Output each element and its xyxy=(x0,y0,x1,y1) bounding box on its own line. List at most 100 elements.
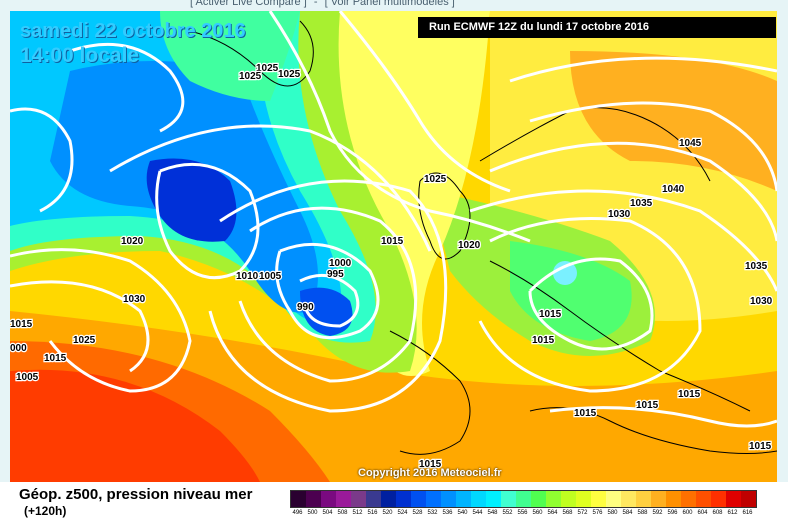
weather-map: 1025 1025 1025 1025 1020 1030 1010 1005 … xyxy=(10,11,777,482)
scale-tick: 580 xyxy=(607,510,618,516)
isobar-north xyxy=(509,56,777,83)
scale-tick: 596 xyxy=(667,510,678,516)
isobar-1005 xyxy=(238,206,418,383)
red-zone xyxy=(10,369,260,482)
forecast-date: samedi 22 octobre 2016 xyxy=(20,20,246,42)
scale-tick: 524 xyxy=(397,510,408,516)
scale-tick: 548 xyxy=(487,510,498,516)
pressure-label: 1015 xyxy=(419,459,442,470)
forecast-time: 14:00 locale xyxy=(20,44,140,67)
scale-cell xyxy=(366,491,381,507)
pressure-label: 1030 xyxy=(608,209,631,220)
isobar-1010 xyxy=(208,179,448,413)
scale-tick: 616 xyxy=(742,510,753,516)
pressure-label: 1035 xyxy=(630,198,653,209)
multimodel-panel-link[interactable]: [ Voir Panel multimodèles ] xyxy=(324,0,455,8)
scale-tick: 508 xyxy=(337,510,348,516)
pressure-label: 1005 xyxy=(259,271,282,282)
pressure-label: 1015 xyxy=(749,441,772,452)
light-green-trough xyxy=(510,241,632,341)
scale-cell xyxy=(726,491,741,507)
legend-subtitle: (+120h) xyxy=(24,504,67,518)
scale-cell xyxy=(651,491,666,507)
pressure-label: 1025 xyxy=(73,335,96,346)
trough-core xyxy=(553,261,577,285)
scale-cell xyxy=(576,491,591,507)
pressure-label: 1045 xyxy=(679,138,702,149)
copyright-label: Copyright 2016 Meteociel.fr xyxy=(358,467,502,479)
pressure-label: 1020 xyxy=(458,240,481,251)
scale-cell xyxy=(411,491,426,507)
scale-tick: 576 xyxy=(592,510,603,516)
scale-cell xyxy=(621,491,636,507)
pressure-label: 1025 xyxy=(424,174,447,185)
scale-cell xyxy=(351,491,366,507)
scale-tick: 528 xyxy=(412,510,423,516)
pressure-label: 1020 xyxy=(121,236,144,247)
pressure-label: 1015 xyxy=(636,400,659,411)
isobar-1015-europe xyxy=(528,257,654,351)
atlantic-low-core xyxy=(300,287,353,336)
scale-tick: 572 xyxy=(577,510,588,516)
iberia xyxy=(389,330,471,455)
scale-cell xyxy=(441,491,456,507)
scale-tick: 560 xyxy=(532,510,543,516)
isobar-995 xyxy=(299,273,360,328)
pressure-label: 995 xyxy=(327,269,344,280)
scale-cell xyxy=(426,491,441,507)
live-compare-link[interactable]: [ Activer Live Compare ] xyxy=(190,0,307,8)
scale-cell xyxy=(516,491,531,507)
scale-cell xyxy=(396,491,411,507)
scandinavia xyxy=(479,107,711,182)
isobar-1025 xyxy=(338,11,511,193)
scale-cell xyxy=(456,491,471,507)
greenland-coast xyxy=(189,20,314,87)
scale-tick: 532 xyxy=(427,510,438,516)
scale-cell xyxy=(696,491,711,507)
pressure-label: 1000 xyxy=(329,258,352,269)
scale-tick: 536 xyxy=(442,510,453,516)
scale-tick: 552 xyxy=(502,510,513,516)
pressure-label: 1025 xyxy=(256,63,279,74)
east-orange-high xyxy=(570,51,777,191)
scale-tick: 520 xyxy=(382,510,393,516)
scale-tick: 568 xyxy=(562,510,573,516)
pressure-label: 1015 xyxy=(532,335,555,346)
scale-tick: 588 xyxy=(637,510,648,516)
scale-tick: 512 xyxy=(352,510,363,516)
pressure-label: 000 xyxy=(10,343,27,354)
scale-cell xyxy=(561,491,576,507)
map-svg: 1025 1025 1025 1025 1020 1030 1010 1005 … xyxy=(10,11,777,482)
isobar-low-ring xyxy=(155,162,260,280)
scale-cell xyxy=(501,491,516,507)
isobar-1020-europe xyxy=(478,217,702,393)
scale-cell xyxy=(606,491,621,507)
isobar-1025-west xyxy=(10,280,150,373)
scale-cell xyxy=(306,491,321,507)
scale-tick: 612 xyxy=(727,510,738,516)
isobar-1020 xyxy=(268,11,531,243)
scale-cell xyxy=(591,491,606,507)
color-scale xyxy=(290,490,757,508)
scale-tick: 540 xyxy=(457,510,468,516)
nav-separator: - xyxy=(313,0,318,8)
scale-tick: 500 xyxy=(307,510,318,516)
scale-cell xyxy=(741,491,756,507)
pressure-label: 1005 xyxy=(16,372,39,383)
isobar-1000 xyxy=(275,242,380,340)
pressure-label: 1025 xyxy=(239,71,262,82)
scale-tick: 604 xyxy=(697,510,708,516)
pressure-label: 1015 xyxy=(574,408,597,419)
scale-tick: 584 xyxy=(622,510,633,516)
isobar-greenland xyxy=(69,42,185,133)
scale-cell xyxy=(636,491,651,507)
scale-cell xyxy=(681,491,696,507)
legend-title: Géop. z500, pression niveau mer xyxy=(19,486,253,503)
scale-tick: 556 xyxy=(517,510,528,516)
isobar-west-edge xyxy=(10,107,74,213)
isobars xyxy=(10,11,777,428)
scale-tick: 592 xyxy=(652,510,663,516)
pressure-label: 1030 xyxy=(750,296,773,307)
scale-cell xyxy=(471,491,486,507)
